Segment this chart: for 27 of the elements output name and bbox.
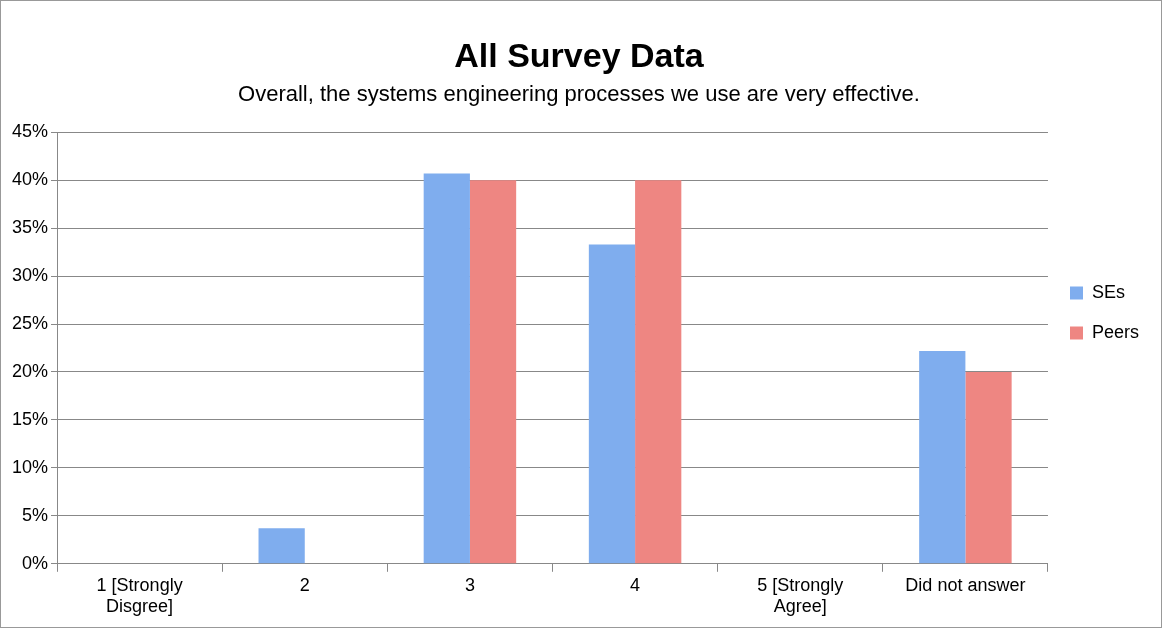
chart-title: All Survey Data bbox=[454, 35, 705, 74]
x-tick-label: Did not answer bbox=[905, 574, 1026, 595]
y-tick-label: 15% bbox=[12, 408, 49, 429]
bar bbox=[469, 180, 517, 564]
bar bbox=[588, 244, 636, 564]
y-tick-label: 10% bbox=[12, 456, 49, 477]
bar bbox=[919, 350, 966, 564]
chart-subtitle: Overall, the systems engineering processes we use are very effective. bbox=[238, 81, 920, 107]
y-tick-label: 35% bbox=[12, 217, 49, 238]
y-tick-label: 5% bbox=[22, 504, 49, 525]
x-tick-label: 4 bbox=[630, 574, 641, 595]
y-tick-label: 45% bbox=[12, 121, 49, 142]
x-tick-label: 2 bbox=[299, 574, 310, 595]
bar bbox=[635, 180, 682, 564]
x-tick-label: 1 [Strongly Disgree] bbox=[96, 574, 183, 617]
x-tick-label: 3 bbox=[464, 574, 475, 595]
bar bbox=[258, 528, 305, 564]
legend-label: SEs bbox=[1091, 281, 1125, 302]
y-tick-label: 30% bbox=[12, 265, 49, 286]
y-tick-label: 20% bbox=[12, 360, 49, 381]
y-tick-label: 0% bbox=[22, 552, 49, 573]
y-tick-label: 40% bbox=[12, 169, 49, 190]
legend-label: Peers bbox=[1091, 321, 1140, 342]
x-tick-label: 5 [Strongly Agree] bbox=[757, 574, 844, 617]
bar bbox=[965, 371, 1012, 564]
y-tick-label: 25% bbox=[12, 312, 49, 333]
bar bbox=[423, 173, 470, 564]
